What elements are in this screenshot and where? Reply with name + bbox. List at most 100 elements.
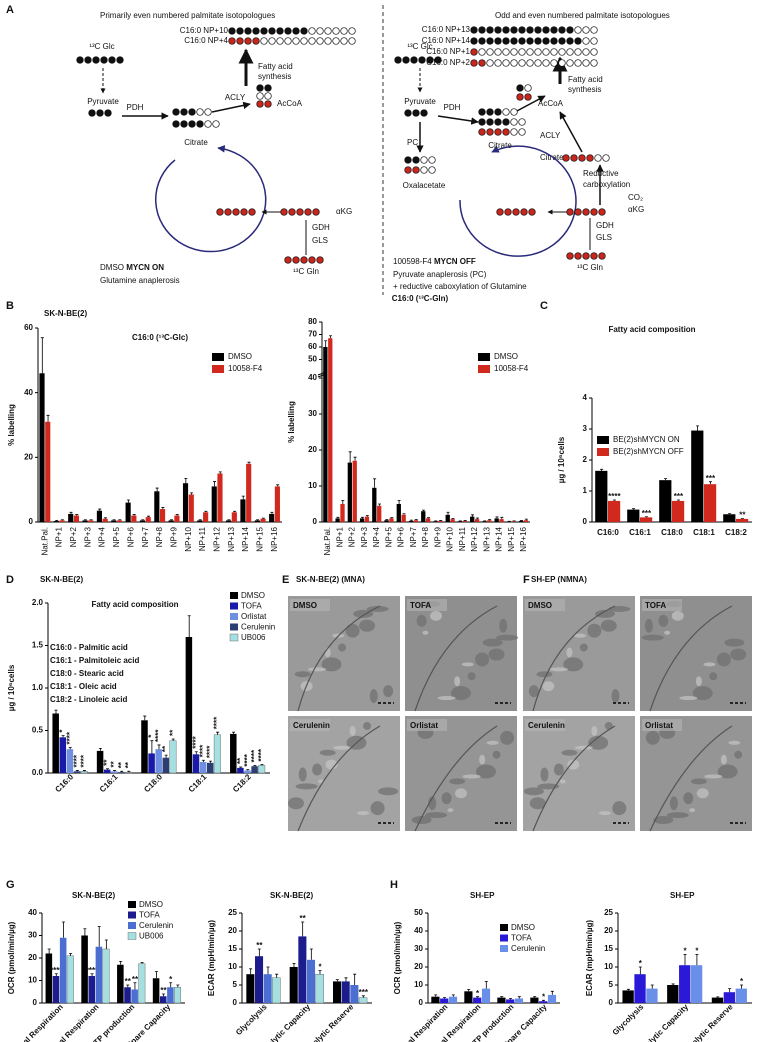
bar: [199, 761, 207, 773]
x-tick-label: NP+3: [83, 526, 92, 547]
organelle: [612, 801, 627, 816]
organelle: [528, 685, 539, 698]
carbon-dot: [100, 56, 108, 64]
panel-label: F: [523, 574, 530, 586]
significance: ****: [86, 966, 99, 975]
organelle: [611, 689, 620, 704]
carbon-dot: [268, 37, 276, 45]
carbon-dot: [264, 92, 272, 100]
y-tick-label: 25: [228, 908, 237, 917]
bar: [323, 347, 328, 522]
error-bar: [361, 995, 365, 998]
significance: **: [117, 761, 126, 768]
carbon-dot: [84, 56, 92, 64]
error-bar: [253, 764, 257, 767]
carbon-dot: [486, 37, 494, 45]
bar: [59, 520, 65, 522]
error-bar: [126, 984, 130, 988]
bar: [494, 518, 499, 522]
y-tick-label: 0: [583, 517, 588, 526]
condition: DMSO MYCN ON: [100, 263, 164, 272]
error-bar: [600, 468, 604, 471]
legend-label: 10058-F4: [494, 364, 529, 373]
carbon-dot: [256, 100, 264, 108]
y-tick-label: 20: [24, 452, 33, 461]
significance: **: [160, 986, 167, 995]
organelle: [369, 689, 378, 704]
organelle: [298, 767, 307, 782]
error-bar: [261, 517, 265, 519]
y-tick-label: 50: [308, 355, 317, 364]
bar: [73, 771, 81, 773]
carbon-dot: [256, 84, 264, 92]
legend-swatch: [128, 911, 136, 919]
y-tick-label: 25: [604, 908, 613, 917]
bar: [679, 965, 691, 1003]
label-bg: [525, 719, 565, 731]
bar: [335, 518, 340, 522]
error-bar: [157, 744, 161, 750]
x-tick-label: C18:1: [693, 528, 715, 537]
carbon-dot: [590, 48, 598, 56]
carbon-dot: [224, 208, 232, 216]
carbon-dot: [550, 26, 558, 34]
error-bar: [233, 510, 237, 513]
carbon-dot: [108, 56, 116, 64]
carbon-dot: [228, 27, 236, 35]
y-tick-label: 5: [233, 980, 238, 989]
organelle: [716, 652, 731, 667]
significance: **: [161, 745, 170, 752]
error-bar: [204, 510, 208, 513]
bar: [246, 463, 252, 522]
carbon-dot: [486, 26, 494, 34]
significance: ***: [674, 492, 684, 501]
organelle: [692, 686, 713, 701]
carbon-dot: [582, 37, 590, 45]
significance: ****: [80, 754, 89, 767]
error-bar: [270, 511, 274, 514]
bar: [59, 737, 67, 773]
carbon-dot: [296, 208, 304, 216]
cell-membrane: [532, 725, 616, 832]
legend-label: DMSO: [494, 352, 518, 361]
bar: [464, 991, 473, 1003]
error-bar: [344, 977, 348, 982]
isotopologue: C16:0 NP+1: [426, 47, 470, 56]
carbon-dot: [324, 27, 332, 35]
bar: [185, 637, 193, 773]
carbon-dot: [516, 93, 524, 101]
carbon-dot: [268, 27, 276, 35]
carbon-dot: [280, 208, 288, 216]
bar: [263, 974, 272, 1003]
bar: [723, 992, 736, 1003]
carbon-dot: [418, 56, 426, 64]
legend-label: TOFA: [139, 911, 160, 920]
bar: [52, 976, 60, 1003]
chart-subtitle: SK-N-BE(2): [40, 575, 83, 584]
panel-label: E: [282, 574, 289, 586]
bar: [389, 518, 394, 522]
panel-label: G: [6, 879, 15, 891]
error-bar: [161, 507, 165, 510]
carbon-dot: [516, 84, 524, 92]
bar: [66, 955, 74, 1004]
legend-swatch: [230, 602, 238, 610]
micrograph: DMSO: [288, 596, 400, 712]
y-axis-label: % labelling: [287, 401, 296, 443]
carbon-dot: [412, 109, 420, 117]
carbon-dot: [494, 59, 502, 67]
significance: **: [236, 757, 245, 764]
organelle: [579, 643, 588, 652]
carbon-dot: [478, 59, 486, 67]
bar: [704, 484, 717, 522]
organelle: [689, 808, 696, 813]
bar: [358, 997, 368, 1004]
label-bg: [642, 719, 682, 731]
label: GDH: [312, 223, 330, 232]
annotation: C18:1 - Oleic acid: [50, 682, 117, 691]
organelle: [658, 614, 669, 627]
x-tick-label: NP+1: [55, 526, 64, 547]
error-bar: [155, 487, 159, 492]
carbon-dot: [180, 108, 188, 116]
carbon-dot: [478, 118, 486, 126]
